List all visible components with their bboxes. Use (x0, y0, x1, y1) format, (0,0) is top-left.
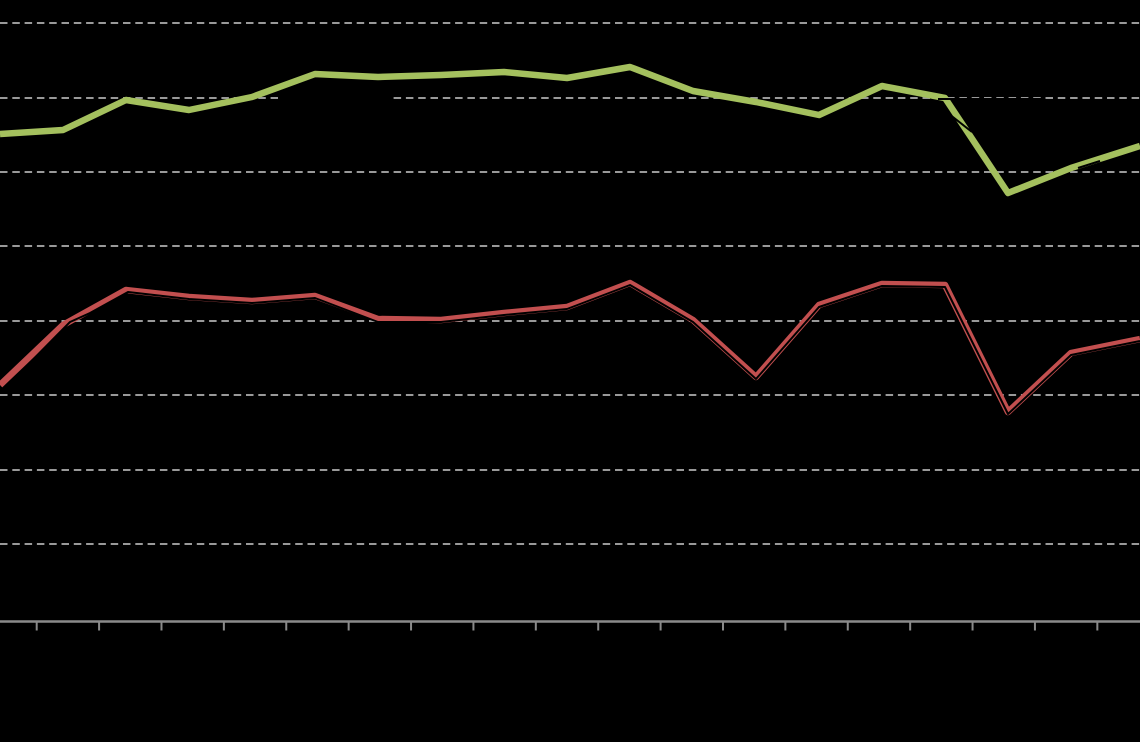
dark-artifact-segment (943, 109, 973, 133)
red-companion-thin-black (0, 284, 1140, 415)
dark-artifact-segment (1077, 160, 1101, 169)
red-series-line (0, 279, 1140, 416)
